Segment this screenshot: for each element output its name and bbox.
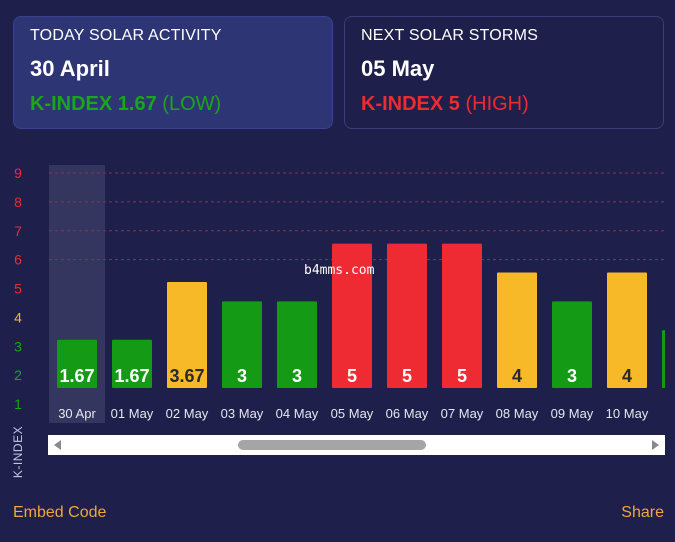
y-tick-label: 8 <box>14 194 22 210</box>
bar-02-may <box>167 282 207 388</box>
bar-04-may <box>277 301 317 388</box>
today-kp-value: K-INDEX 1.67 <box>30 93 157 115</box>
scroll-right-arrow-icon[interactable] <box>652 440 659 450</box>
x-tick-label: 03 May <box>221 406 264 421</box>
bar-06-may <box>387 243 427 388</box>
y-tick-label: 5 <box>14 281 22 297</box>
x-tick-label: 08 May <box>496 406 539 421</box>
x-tick-label: 10 May <box>606 406 649 421</box>
bar-value-label: 3.67 <box>169 366 204 386</box>
bar-value-label: 3 <box>237 366 247 386</box>
next-date: 05 May <box>361 56 435 81</box>
chart-scrollbar[interactable] <box>48 435 665 455</box>
bar-03-may <box>222 301 262 388</box>
x-tick-label: 02 May <box>166 406 209 421</box>
today-activity-card: TODAY SOLAR ACTIVITY 30 April K-INDEX 1.… <box>13 16 333 129</box>
bar-value-label: 5 <box>347 366 357 386</box>
today-date: 30 April <box>30 56 110 81</box>
bar-value-label: 3 <box>292 366 302 386</box>
x-tick-label: 01 May <box>111 406 154 421</box>
bar-08-may <box>497 272 537 388</box>
y-tick-label: 6 <box>14 252 22 268</box>
bar-30-apr <box>57 339 97 388</box>
bar-value-label: 3 <box>567 366 577 386</box>
share-link[interactable]: Share <box>621 504 664 521</box>
watermark: b4mms.com <box>304 263 375 278</box>
embed-code-link[interactable]: Embed Code <box>13 504 107 521</box>
y-tick-label: 4 <box>14 309 22 325</box>
y-tick-label: 3 <box>14 338 22 354</box>
today-kp-level: (LOW) <box>162 93 222 115</box>
scroll-left-arrow-icon[interactable] <box>54 440 61 450</box>
bar-value-label: 1.67 <box>114 366 149 386</box>
bar-value-label: 1.67 <box>59 366 94 386</box>
bar-value-label: 4 <box>512 366 522 386</box>
x-tick-label: 07 May <box>441 406 484 421</box>
kindex-bar-chart: 1 2 3 4 5 6 7 8 9 1.67 30 Apr 1.67 01 May 3.67 02 May 3… <box>14 165 665 423</box>
y-tick-label: 7 <box>14 223 22 239</box>
x-tick-label: 06 May <box>386 406 429 421</box>
x-tick-label: 04 May <box>276 406 319 421</box>
next-card-title: NEXT SOLAR STORMS <box>361 27 539 44</box>
y-tick-label: 2 <box>14 367 22 383</box>
bar-value-label: 5 <box>457 366 467 386</box>
scroll-thumb[interactable] <box>238 440 426 450</box>
next-kp-value: K-INDEX 5 <box>361 93 460 115</box>
bar-partial <box>662 330 665 388</box>
y-tick-label: 1 <box>14 396 22 412</box>
y-axis-label: K-INDEX <box>11 425 25 479</box>
x-tick-label: 05 May <box>331 406 374 421</box>
x-tick-label: 09 May <box>551 406 594 421</box>
today-card-title: TODAY SOLAR ACTIVITY <box>30 27 222 44</box>
x-tick-label: 30 Apr <box>58 406 96 421</box>
next-storms-card: NEXT SOLAR STORMS 05 May K-INDEX 5 (HIGH… <box>344 16 664 129</box>
bar-value-label: 4 <box>622 366 632 386</box>
bar-value-label: 5 <box>402 366 412 386</box>
bar-10-may <box>607 272 647 388</box>
bar-07-may <box>442 243 482 388</box>
y-tick-label: 9 <box>14 165 22 181</box>
bar-05-may <box>332 243 372 388</box>
next-kp: K-INDEX 5 (HIGH) <box>361 93 647 116</box>
today-kp: K-INDEX 1.67 (LOW) <box>30 93 316 116</box>
bar-09-may <box>552 301 592 388</box>
next-kp-level: (HIGH) <box>465 93 529 115</box>
bar-01-may <box>112 339 152 388</box>
